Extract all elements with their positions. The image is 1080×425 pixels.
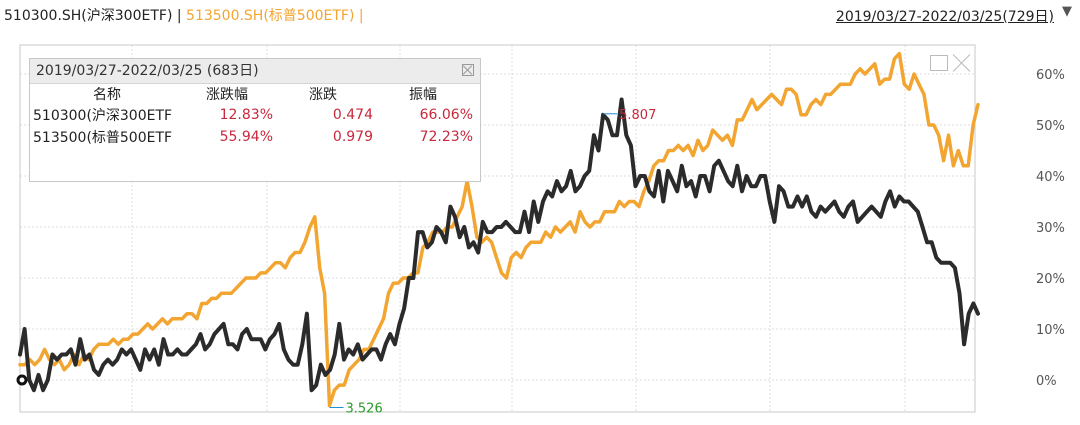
y-tick-label: 50%	[1036, 119, 1065, 134]
start-marker	[16, 374, 28, 386]
y-tick-label: 40%	[1036, 170, 1065, 185]
plot-frame	[19, 44, 976, 413]
stats-panel-title: 2019/03/27-2022/03/25 (683日)	[30, 59, 480, 84]
series-layer	[16, 51, 980, 408]
legend-series-1[interactable]: 510300.SH(沪深300ETF)	[4, 8, 173, 24]
header-name: 名称	[93, 87, 121, 103]
legend-separator: |	[176, 8, 182, 24]
stats-table: 名称 涨跌幅 涨跌 振幅 510300(沪深300ETF 12.83% 0.47…	[33, 84, 473, 148]
header-amp: 振幅	[409, 87, 437, 103]
y-tick-label: 30%	[1036, 221, 1065, 236]
legend-series-2[interactable]: 513500.SH(标普500ETF)	[186, 8, 355, 24]
y-tick-label: 0%	[1036, 374, 1057, 389]
y-tick-label: 10%	[1036, 323, 1065, 338]
stats-row-name: 513500(标普500ETF	[33, 130, 173, 146]
close-icon[interactable]	[462, 64, 474, 76]
stats-row: 513500(标普500ETF 55.94% 0.979 72.23%	[33, 126, 473, 148]
maximize-icon[interactable]	[930, 55, 948, 71]
stats-row-chg: 0.474	[332, 107, 373, 123]
stats-row-pct: 55.94%	[219, 129, 273, 145]
date-range-selector[interactable]: 2019/03/27-2022/03/25(729日)	[835, 9, 1054, 25]
stats-panel-title-text: 2019/03/27-2022/03/25 (683日)	[36, 63, 259, 79]
legend-separator-2: |	[358, 8, 364, 24]
header-chg: 涨跌	[309, 87, 337, 103]
stats-row: 510300(沪深300ETF 12.83% 0.474 66.06%	[33, 104, 473, 126]
interval-stats-panel: 2019/03/27-2022/03/25 (683日) 名称 涨跌幅 涨跌 振…	[29, 58, 481, 182]
header-pct: 涨跌幅	[206, 87, 248, 103]
chart-legend: 510300.SH(沪深300ETF) | 513500.SH(标普500ETF…	[4, 5, 364, 25]
stats-row-amp: 72.23%	[419, 129, 473, 145]
stats-row-amp: 66.06%	[419, 107, 473, 123]
series-line-510300	[18, 97, 980, 393]
annotation-min: 3.526	[346, 402, 383, 417]
y-axis: 0% 10% 20% 30% 40% 50% 60%	[1036, 68, 1065, 389]
stats-header-row: 名称 涨跌幅 涨跌 振幅	[33, 84, 473, 104]
y-tick-label: 20%	[1036, 272, 1065, 287]
stats-row-chg: 0.979	[332, 129, 373, 145]
stats-row-pct: 12.83%	[219, 107, 273, 123]
annotation-max: 5.807	[619, 108, 656, 123]
annotations-layer: 5.807 3.526	[329, 108, 656, 417]
close-chart-icon[interactable]	[952, 53, 972, 73]
series-line-513500	[18, 51, 980, 408]
stats-row-name: 510300(沪深300ETF	[33, 108, 173, 124]
y-tick-label: 60%	[1036, 68, 1065, 83]
triangle-down-icon[interactable]: ▼	[1062, 4, 1072, 19]
